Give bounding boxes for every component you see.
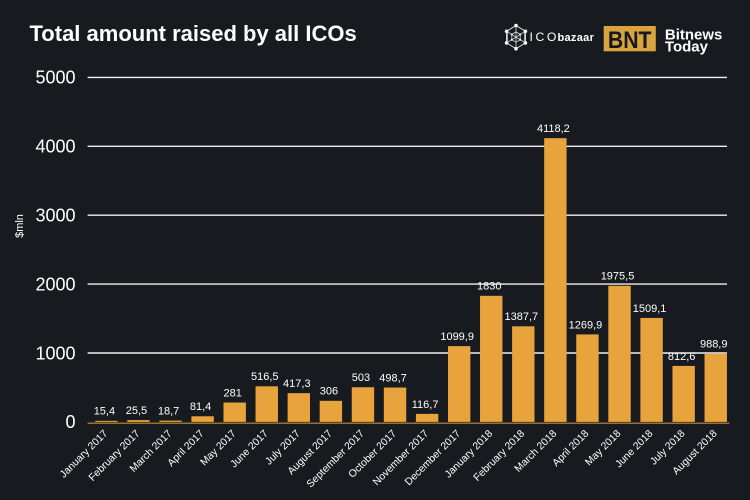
svg-text:81,4: 81,4 [190, 401, 211, 413]
svg-text:1975,5: 1975,5 [601, 271, 635, 283]
svg-text:306: 306 [320, 386, 338, 398]
svg-text:Bitnews: Bitnews [665, 26, 723, 43]
svg-text:1000: 1000 [35, 343, 75, 363]
svg-text:116,7: 116,7 [412, 399, 439, 411]
svg-text:503: 503 [352, 372, 370, 384]
svg-text:18,7: 18,7 [158, 406, 179, 418]
svg-text:1830: 1830 [477, 281, 501, 293]
svg-text:1387,7: 1387,7 [504, 311, 538, 323]
svg-text:Total amount raised by all ICO: Total amount raised by all ICOs [30, 21, 357, 46]
svg-text:417,3: 417,3 [283, 378, 311, 390]
svg-text:4000: 4000 [35, 137, 75, 157]
svg-text:2000: 2000 [35, 274, 75, 294]
svg-text:1099,9: 1099,9 [440, 331, 474, 343]
svg-text:516,5: 516,5 [251, 371, 279, 383]
svg-text:bazaar: bazaar [558, 32, 595, 44]
svg-text:281: 281 [224, 387, 242, 399]
svg-text:15,4: 15,4 [94, 406, 115, 418]
svg-text:BNT: BNT [608, 27, 652, 54]
svg-text:1509,1: 1509,1 [633, 303, 667, 315]
svg-text:25,5: 25,5 [126, 405, 147, 417]
svg-text:988,9: 988,9 [700, 339, 728, 351]
svg-text:Today: Today [665, 39, 709, 56]
svg-text:812,6: 812,6 [668, 351, 696, 363]
svg-text:5000: 5000 [35, 68, 75, 88]
svg-text:$mln: $mln [14, 214, 26, 238]
svg-text:4118,2: 4118,2 [537, 123, 570, 135]
svg-text:3000: 3000 [35, 206, 75, 226]
svg-text:0: 0 [65, 412, 75, 432]
svg-text:ICO: ICO [530, 30, 559, 44]
svg-text:1269,9: 1269,9 [569, 319, 603, 331]
svg-text:498,7: 498,7 [379, 372, 407, 384]
